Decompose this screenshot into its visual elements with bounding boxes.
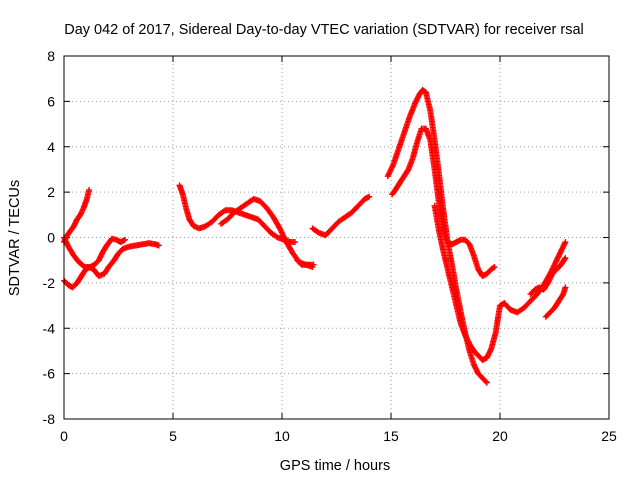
data-point	[310, 261, 317, 268]
data-point	[155, 242, 162, 249]
y-axis-label: SDTVAR / TECUs	[7, 180, 23, 296]
data-point	[482, 378, 489, 385]
grid-lines	[64, 56, 609, 419]
data-points	[61, 87, 569, 386]
x-tick-label: 5	[169, 428, 177, 444]
data-point	[562, 239, 569, 246]
y-tick-label: -8	[43, 411, 56, 427]
y-tick-label: -4	[43, 320, 56, 336]
data-point	[561, 256, 568, 263]
y-tick-label: -2	[43, 275, 56, 291]
data-point	[86, 186, 93, 193]
y-tick-label: 0	[47, 230, 55, 246]
x-tick-label: 25	[601, 428, 617, 444]
x-tick-label: 0	[60, 428, 68, 444]
data-point	[491, 263, 498, 270]
y-tick-label: 6	[47, 93, 55, 109]
x-tick-label: 15	[383, 428, 399, 444]
data-point	[490, 264, 497, 271]
chart-title: Day 042 of 2017, Sidereal Day-to-day VTE…	[64, 22, 584, 38]
x-tick-label: 10	[274, 428, 290, 444]
data-point	[292, 239, 299, 246]
plot-border	[63, 55, 610, 420]
y-tick-label: 2	[47, 184, 55, 200]
data-point	[122, 236, 129, 243]
data-point	[483, 379, 490, 386]
x-tick-label: 20	[492, 428, 508, 444]
axis-ticks: 0 5 10 15 20 25 -8 -6 -4 -2 0 2 4 6 8	[43, 48, 617, 444]
data-point	[562, 284, 569, 291]
x-axis-label: GPS time / hours	[280, 458, 390, 474]
y-tick-label: -6	[43, 366, 56, 382]
y-tick-label: 8	[47, 48, 55, 64]
y-tick-label: 4	[47, 139, 55, 155]
data-point	[562, 254, 569, 261]
data-point	[366, 193, 373, 200]
